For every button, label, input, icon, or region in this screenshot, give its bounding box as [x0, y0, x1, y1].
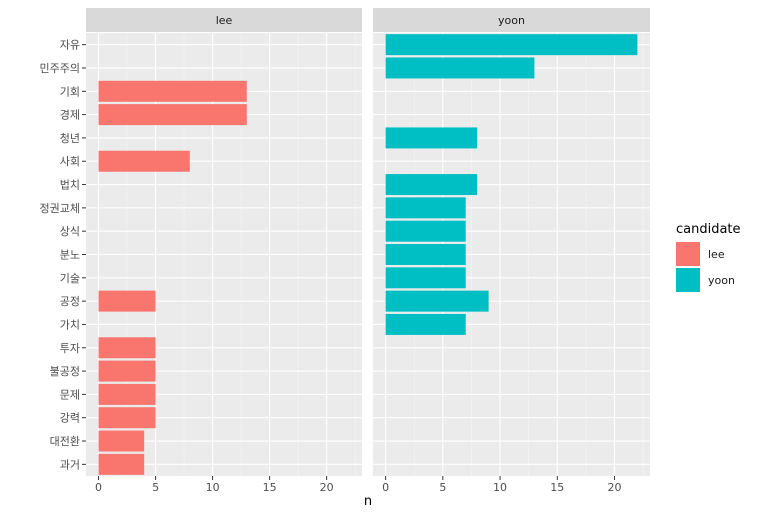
bar-yoon-기술 — [385, 267, 466, 289]
legend-key-lee — [676, 242, 700, 266]
bar-yoon-공정 — [385, 290, 489, 312]
x-axis-title: n — [364, 494, 372, 509]
facet-strip-label-lee: lee — [216, 14, 233, 27]
bar-lee-공정 — [98, 290, 156, 312]
bar-lee-사회 — [98, 150, 190, 172]
y-tick-label: 사회 — [60, 155, 80, 168]
x-tick-label: 20 — [320, 481, 334, 494]
y-tick-label: 대전환 — [50, 435, 80, 448]
facet-strip-label-yoon: yoon — [498, 14, 525, 27]
bar-yoon-분노 — [385, 244, 466, 265]
x-tick-label: 15 — [550, 481, 564, 494]
legend-key-yoon — [676, 268, 700, 292]
legend-label-yoon: yoon — [708, 274, 735, 287]
x-tick-label: 20 — [608, 481, 622, 494]
bar-lee-과거 — [98, 453, 145, 475]
x-tick-label: 5 — [152, 481, 159, 494]
bar-lee-대전환 — [98, 430, 145, 452]
y-tick-label: 기회 — [60, 85, 80, 98]
bar-lee-투자 — [98, 337, 156, 359]
y-tick-label: 가치 — [60, 318, 80, 331]
y-tick-label: 강력 — [60, 412, 80, 425]
y-tick-label: 문제 — [60, 388, 80, 401]
bar-lee-기회 — [98, 80, 247, 102]
x-tick-label: 0 — [382, 481, 389, 494]
legend-label-lee: lee — [708, 248, 725, 261]
y-tick-label: 민주주의 — [40, 62, 80, 75]
bar-yoon-상식 — [385, 220, 466, 242]
y-tick-label: 법치 — [60, 179, 80, 192]
x-tick-label: 10 — [493, 481, 507, 494]
y-tick-label: 불공정 — [50, 365, 80, 378]
x-tick-label: 15 — [263, 481, 277, 494]
x-tick-label: 10 — [206, 481, 220, 494]
bar-yoon-가치 — [385, 313, 466, 335]
y-tick-label: 공정 — [60, 295, 80, 308]
y-tick-label: 기술 — [60, 272, 80, 285]
y-tick-label: 경제 — [60, 109, 80, 122]
x-tick-label: 5 — [439, 481, 446, 494]
y-tick-label: 정권교체 — [40, 202, 80, 215]
bar-yoon-법치 — [385, 174, 478, 196]
y-tick-label: 투자 — [60, 342, 80, 355]
bar-lee-문제 — [98, 383, 156, 405]
bar-lee-경제 — [98, 104, 247, 126]
facet-strip-lee — [86, 8, 362, 32]
y-tick-label: 과거 — [60, 458, 80, 471]
legend-title: candidate — [676, 222, 741, 237]
bar-yoon-자유 — [385, 34, 638, 56]
bar-lee-강력 — [98, 407, 156, 429]
y-tick-label: 청년 — [60, 132, 80, 145]
bar-lee-불공정 — [98, 360, 156, 382]
x-tick-label: 0 — [95, 481, 102, 494]
bar-yoon-민주주의 — [385, 57, 535, 79]
facet-strip-yoon — [373, 8, 650, 32]
y-tick-label: 분노 — [60, 249, 80, 262]
bar-yoon-청년 — [385, 127, 478, 149]
bar-yoon-정권교체 — [385, 197, 466, 219]
y-tick-label: 상식 — [60, 225, 80, 238]
y-tick-label: 자유 — [60, 39, 80, 52]
